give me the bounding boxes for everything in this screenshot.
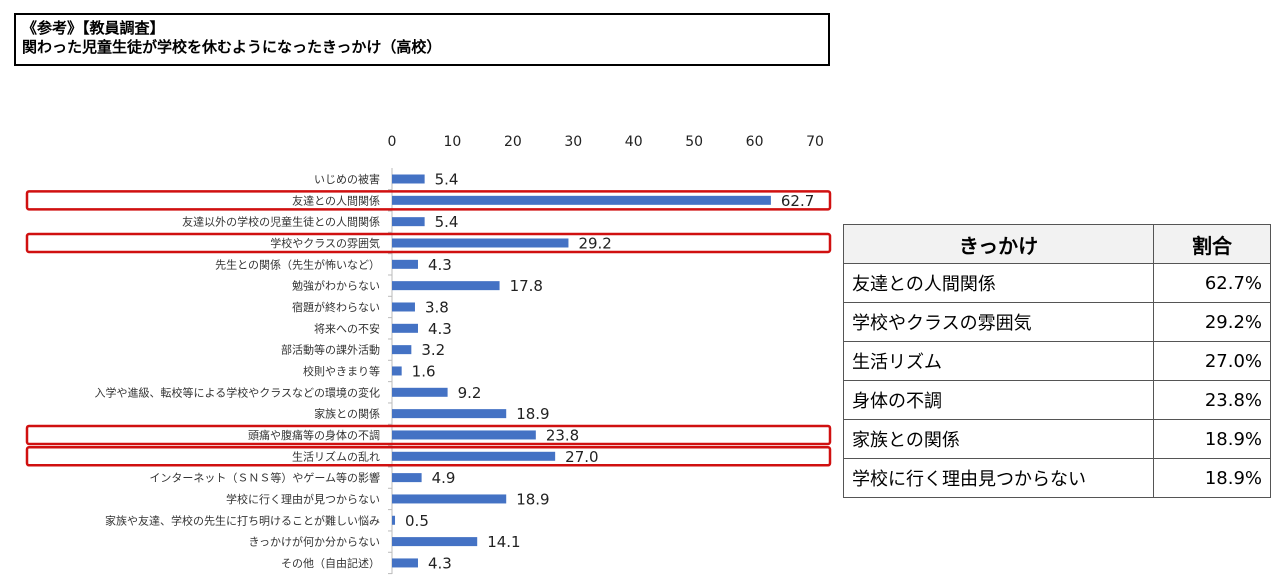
header-trigger: きっかけ — [843, 224, 1154, 264]
summary-table: きっかけ 割合 友達との人間関係 62.7% 学校やクラスの雰囲気 29.2% 生活リズ… — [843, 224, 1271, 498]
table-row: 身体の不調 23.8% — [843, 380, 1271, 420]
bar — [392, 558, 418, 568]
bar — [392, 494, 507, 504]
cell-ratio: 29.2% — [1153, 302, 1271, 342]
bar — [392, 195, 771, 205]
table-row: 学校に行く理由見つからない 18.9% — [843, 458, 1271, 498]
bar — [392, 473, 422, 483]
category-label: きっかけが何か分からない — [248, 535, 380, 549]
bar — [392, 409, 507, 419]
cell-ratio: 18.9% — [1153, 458, 1271, 498]
category-label: 友達以外の学校の児童生徒との人間関係 — [182, 215, 380, 229]
title-line1: 《参考》【教員調査】 — [22, 19, 165, 37]
cell-trigger: 学校やクラスの雰囲気 — [843, 302, 1154, 342]
category-label: 家族との関係 — [314, 407, 380, 421]
cell-ratio: 27.0% — [1153, 341, 1271, 381]
category-label: 学校に行く理由が見つからない — [226, 492, 380, 506]
bar — [392, 238, 569, 248]
title-line2: 関わった児童生徒が学校を休むようになったきっかけ（高校） — [22, 38, 442, 56]
value-label: 17.8 — [510, 277, 543, 295]
value-label: 0.5 — [405, 512, 429, 530]
category-label: インターネット（ＳＮＳ等）やゲーム等の影響 — [149, 471, 380, 485]
value-label: 5.4 — [435, 213, 459, 231]
bar — [392, 366, 402, 376]
bar — [392, 174, 425, 184]
title-box: 《参考》【教員調査】 関わった児童生徒が学校を休むようになったきっかけ（高校） — [14, 13, 830, 66]
category-label: 家族や友達、学校の先生に打ち明けることが難しい悩み — [105, 513, 380, 527]
highlight-box — [25, 446, 832, 467]
bar — [392, 345, 412, 355]
header-ratio: 割合 — [1153, 224, 1271, 264]
value-label: 18.9 — [516, 490, 549, 508]
category-label: 部活動等の課外活動 — [281, 343, 380, 357]
cell-trigger: 生活リズム — [843, 341, 1154, 381]
value-label: 18.9 — [516, 405, 549, 423]
value-label: 4.3 — [428, 554, 452, 572]
category-label: 宿題が終わらない — [292, 300, 380, 314]
bar — [392, 217, 425, 227]
cell-ratio: 62.7% — [1153, 263, 1271, 303]
category-label: 勉強がわからない — [292, 279, 380, 293]
cell-trigger: 家族との関係 — [843, 419, 1154, 459]
tick-label: 20 — [504, 134, 522, 150]
category-label: 入学や進級、転校等による学校やクラスなどの環境の変化 — [95, 385, 380, 399]
bar-chart: 0 10 20 30 40 50 60 70 いじめの被害 5.4 友達との人間関係 62.7 友達以外… — [25, 134, 832, 575]
tick-label: 70 — [806, 134, 824, 150]
value-label: 4.9 — [432, 469, 456, 487]
cell-trigger: 学校に行く理由見つからない — [843, 458, 1154, 498]
cell-trigger: 友達との人間関係 — [843, 263, 1154, 303]
cell-ratio: 18.9% — [1153, 419, 1271, 459]
category-label: 将来への不安 — [314, 321, 380, 335]
tick-label: 0 — [388, 134, 397, 150]
value-label: 62.7 — [781, 192, 814, 210]
tick-label: 30 — [564, 134, 582, 150]
cell-trigger: 身体の不調 — [843, 380, 1154, 420]
value-label: 3.2 — [421, 341, 445, 359]
bar — [392, 430, 536, 440]
tick-label: 10 — [444, 134, 462, 150]
highlight-box — [25, 424, 832, 446]
bar — [392, 537, 478, 547]
value-label: 1.6 — [412, 362, 436, 380]
category-label: 生活リズムの乱れ — [292, 449, 380, 463]
value-label: 4.3 — [428, 320, 452, 338]
category-label: 学校やクラスの雰囲気 — [270, 236, 380, 250]
table-row: 友達との人間関係 62.7% — [843, 263, 1271, 303]
value-label: 4.3 — [428, 256, 452, 274]
bar — [392, 302, 415, 312]
value-label: 3.8 — [425, 298, 449, 316]
value-label: 23.8 — [546, 426, 579, 444]
value-label: 9.2 — [458, 384, 482, 402]
tick-label: 40 — [625, 134, 643, 150]
value-label: 27.0 — [565, 448, 598, 466]
table-row: 生活リズム 27.0% — [843, 341, 1271, 381]
category-label: その他（自由記述） — [281, 556, 380, 570]
tick-label: 50 — [685, 134, 703, 150]
bar — [392, 451, 556, 461]
tick-label: 60 — [746, 134, 764, 150]
category-label: 校則やきまり等 — [303, 364, 380, 378]
value-label: 29.2 — [578, 234, 611, 252]
bar — [392, 259, 418, 269]
category-label: 友達との人間関係 — [292, 193, 380, 207]
value-label: 14.1 — [487, 533, 520, 551]
bar — [392, 515, 396, 525]
category-label: いじめの被害 — [314, 172, 380, 186]
bar — [392, 323, 418, 333]
value-label: 5.4 — [435, 171, 459, 189]
bar — [392, 281, 500, 291]
table-row: 学校やクラスの雰囲気 29.2% — [843, 302, 1271, 342]
highlight-box — [25, 232, 832, 254]
cell-ratio: 23.8% — [1153, 380, 1271, 420]
category-label: 頭痛や腹痛等の身体の不調 — [248, 428, 380, 442]
category-label: 先生との関係（先生が怖いなど） — [215, 257, 380, 271]
bar — [392, 387, 448, 397]
highlight-box — [25, 190, 832, 211]
table-row: 家族との関係 18.9% — [843, 419, 1271, 459]
